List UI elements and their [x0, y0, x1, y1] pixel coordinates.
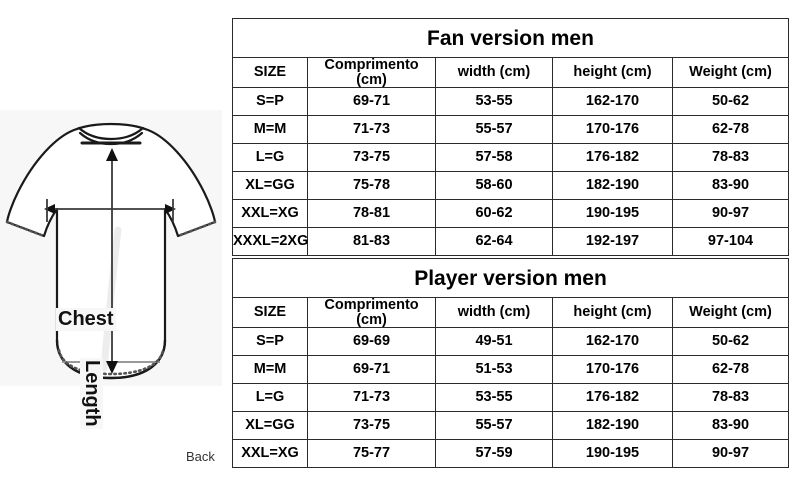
cell-size: L=G	[232, 383, 308, 412]
table-row: S=P 69-69 49-51 162-170 50-62	[232, 327, 790, 356]
size-table-fan-version: Fan version men SIZE Comprimento (cm) wi…	[232, 18, 789, 256]
chest-dimension-label: Chest	[56, 308, 116, 331]
length-arrow-bottom-head	[106, 361, 118, 374]
column-header-width: width (cm)	[435, 57, 553, 88]
table-row: S=P 69-71 53-55 162-170 50-62	[232, 87, 789, 116]
t-shirt-illustration	[5, 122, 217, 380]
chest-arrow-right-head	[165, 204, 176, 214]
cell-size: XL=GG	[232, 411, 308, 440]
cell-weight: 83-90	[672, 171, 789, 200]
cell-size: S=P	[232, 327, 308, 356]
table-row: M=M 69-71 51-53 170-176 62-78	[232, 355, 790, 384]
cell-weight: 83-90	[671, 411, 790, 440]
cell-weight: 97-104	[672, 227, 789, 256]
cell-width: 57-59	[435, 439, 553, 468]
cell-height: 190-195	[552, 199, 673, 228]
table-row: M=M 71-73 55-57 170-176 62-78	[232, 115, 789, 144]
table-row: L=G 73-75 57-58 176-182 78-83	[232, 143, 789, 172]
column-header-comprimento: Comprimento (cm)	[307, 297, 436, 328]
shirt-body-outline	[5, 122, 217, 380]
shirt-right-sleeve-stitching	[176, 220, 217, 238]
cell-height: 176-182	[552, 143, 673, 172]
cell-size: M=M	[232, 355, 308, 384]
cell-size: S=P	[232, 87, 308, 116]
length-dimension-label: Length	[80, 358, 103, 429]
cell-height: 182-190	[552, 411, 673, 440]
cell-width: 55-57	[435, 115, 553, 144]
cell-height: 190-195	[552, 439, 673, 468]
cell-height: 170-176	[552, 115, 673, 144]
cell-comprimento: 69-69	[307, 327, 436, 356]
cell-comprimento: 81-83	[307, 227, 436, 256]
shirt-collar-outer	[77, 126, 145, 141]
table-row: XXL=XG 75-77 57-59 190-195 90-97	[232, 439, 790, 468]
cell-comprimento: 69-71	[307, 355, 436, 384]
cell-width: 49-51	[435, 327, 553, 356]
cell-height: 162-170	[552, 327, 673, 356]
table-title: Player version men	[231, 258, 790, 298]
cell-height: 170-176	[552, 355, 673, 384]
size-table-player-version: Player version men SIZE Comprimento (cm)…	[231, 258, 790, 468]
column-header-height: height (cm)	[552, 297, 673, 328]
shirt-left-sleeve-stitching	[5, 220, 46, 238]
cell-weight: 62-78	[672, 115, 789, 144]
cell-comprimento: 78-81	[307, 199, 436, 228]
column-header-comprimento: Comprimento (cm)	[307, 57, 436, 88]
cell-height: 182-190	[552, 171, 673, 200]
cell-comprimento: 75-78	[307, 171, 436, 200]
table-row: XL=GG 73-75 55-57 182-190 83-90	[232, 411, 790, 440]
table-title-row: Player version men	[231, 258, 790, 298]
column-header-size: SIZE	[232, 297, 308, 328]
cell-height: 176-182	[552, 383, 673, 412]
cell-width: 58-60	[435, 171, 553, 200]
cell-weight: 90-97	[671, 439, 790, 468]
cell-weight: 50-62	[672, 87, 789, 116]
table-header-row: SIZE Comprimento (cm) width (cm) height …	[232, 297, 790, 328]
table-row: XL=GG 75-78 58-60 182-190 83-90	[232, 171, 789, 200]
column-header-weight: Weight (cm)	[672, 57, 789, 88]
cell-comprimento: 73-75	[307, 143, 436, 172]
cell-comprimento: 75-77	[307, 439, 436, 468]
cell-weight: 78-83	[671, 383, 790, 412]
column-header-size: SIZE	[232, 57, 308, 88]
cell-width: 57-58	[435, 143, 553, 172]
length-arrow-top-head	[106, 148, 118, 161]
cell-comprimento: 73-75	[307, 411, 436, 440]
cell-width: 55-57	[435, 411, 553, 440]
cell-weight: 50-62	[671, 327, 790, 356]
back-view-label: Back	[186, 449, 215, 464]
cell-weight: 78-83	[672, 143, 789, 172]
cell-comprimento: 71-73	[307, 383, 436, 412]
t-shirt-diagram-panel: Chest Length Back	[0, 110, 222, 464]
cell-comprimento: 71-73	[307, 115, 436, 144]
table-row: L=G 71-73 53-55 176-182 78-83	[232, 383, 790, 412]
table-row: XXXL=2XG 81-83 62-64 192-197 97-104	[232, 227, 789, 256]
cell-weight: 62-78	[671, 355, 790, 384]
table-title: Fan version men	[232, 18, 789, 58]
table-row: XXL=XG 78-81 60-62 190-195 90-97	[232, 199, 789, 228]
column-header-width: width (cm)	[435, 297, 553, 328]
cell-comprimento: 69-71	[307, 87, 436, 116]
table-header-row: SIZE Comprimento (cm) width (cm) height …	[232, 57, 789, 88]
cell-width: 62-64	[435, 227, 553, 256]
cell-size: M=M	[232, 115, 308, 144]
shirt-bottom-stitching	[57, 348, 165, 376]
column-header-height: height (cm)	[552, 57, 673, 88]
chest-arrow-left-head	[44, 204, 55, 214]
cell-size: XL=GG	[232, 171, 308, 200]
shirt-fabric-shading	[100, 226, 122, 372]
table-title-row: Fan version men	[232, 18, 789, 58]
cell-height: 162-170	[552, 87, 673, 116]
cell-width: 53-55	[435, 87, 553, 116]
cell-height: 192-197	[552, 227, 673, 256]
cell-width: 53-55	[435, 383, 553, 412]
cell-width: 51-53	[435, 355, 553, 384]
cell-size: L=G	[232, 143, 308, 172]
column-header-weight: Weight (cm)	[671, 297, 790, 328]
cell-size: XXL=XG	[232, 439, 308, 468]
cell-size: XXL=XG	[232, 199, 308, 228]
cell-size: XXXL=2XG	[232, 227, 308, 256]
cell-width: 60-62	[435, 199, 553, 228]
cell-weight: 90-97	[672, 199, 789, 228]
